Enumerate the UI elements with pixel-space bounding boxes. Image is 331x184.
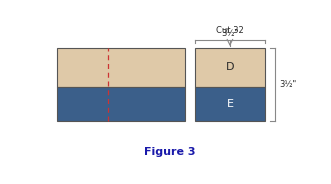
Text: Cut 32: Cut 32: [216, 26, 244, 35]
Bar: [195, 87, 264, 121]
Text: Figure 3: Figure 3: [144, 147, 195, 157]
Bar: [57, 48, 185, 87]
Text: D: D: [226, 62, 234, 72]
Bar: [195, 48, 264, 87]
Text: 3½": 3½": [279, 80, 297, 89]
Text: 3½": 3½": [221, 29, 239, 38]
Text: E: E: [226, 99, 233, 109]
Bar: [57, 87, 185, 121]
